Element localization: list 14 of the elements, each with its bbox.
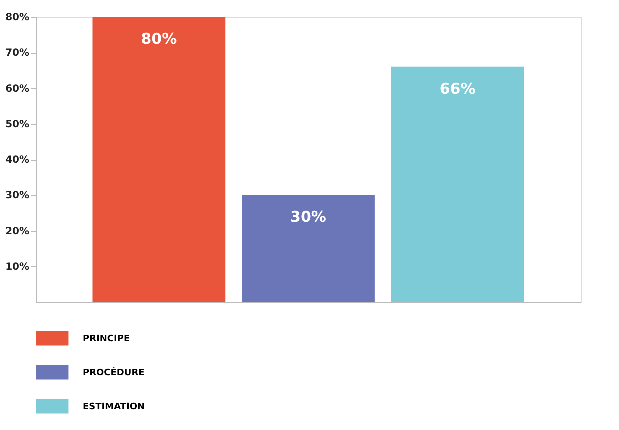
legend-label: PROCÉDURE xyxy=(83,366,145,378)
legend-label: PRINCIPE xyxy=(83,334,130,344)
data-label: 66% xyxy=(440,80,476,98)
y-tick-label: 10% xyxy=(6,262,30,273)
y-tick-label: 60% xyxy=(6,84,30,95)
y-tick-label: 50% xyxy=(6,119,30,130)
y-tick-label: 20% xyxy=(6,226,30,238)
data-label: 30% xyxy=(290,208,326,226)
y-tick-label: 70% xyxy=(6,48,30,60)
y-tick-label: 40% xyxy=(6,155,30,166)
y-tick-label: 30% xyxy=(6,190,30,202)
legend-label: ESTIMATION xyxy=(83,402,146,412)
y-tick-label: 80% xyxy=(6,12,30,24)
data-label: 80% xyxy=(141,30,178,48)
